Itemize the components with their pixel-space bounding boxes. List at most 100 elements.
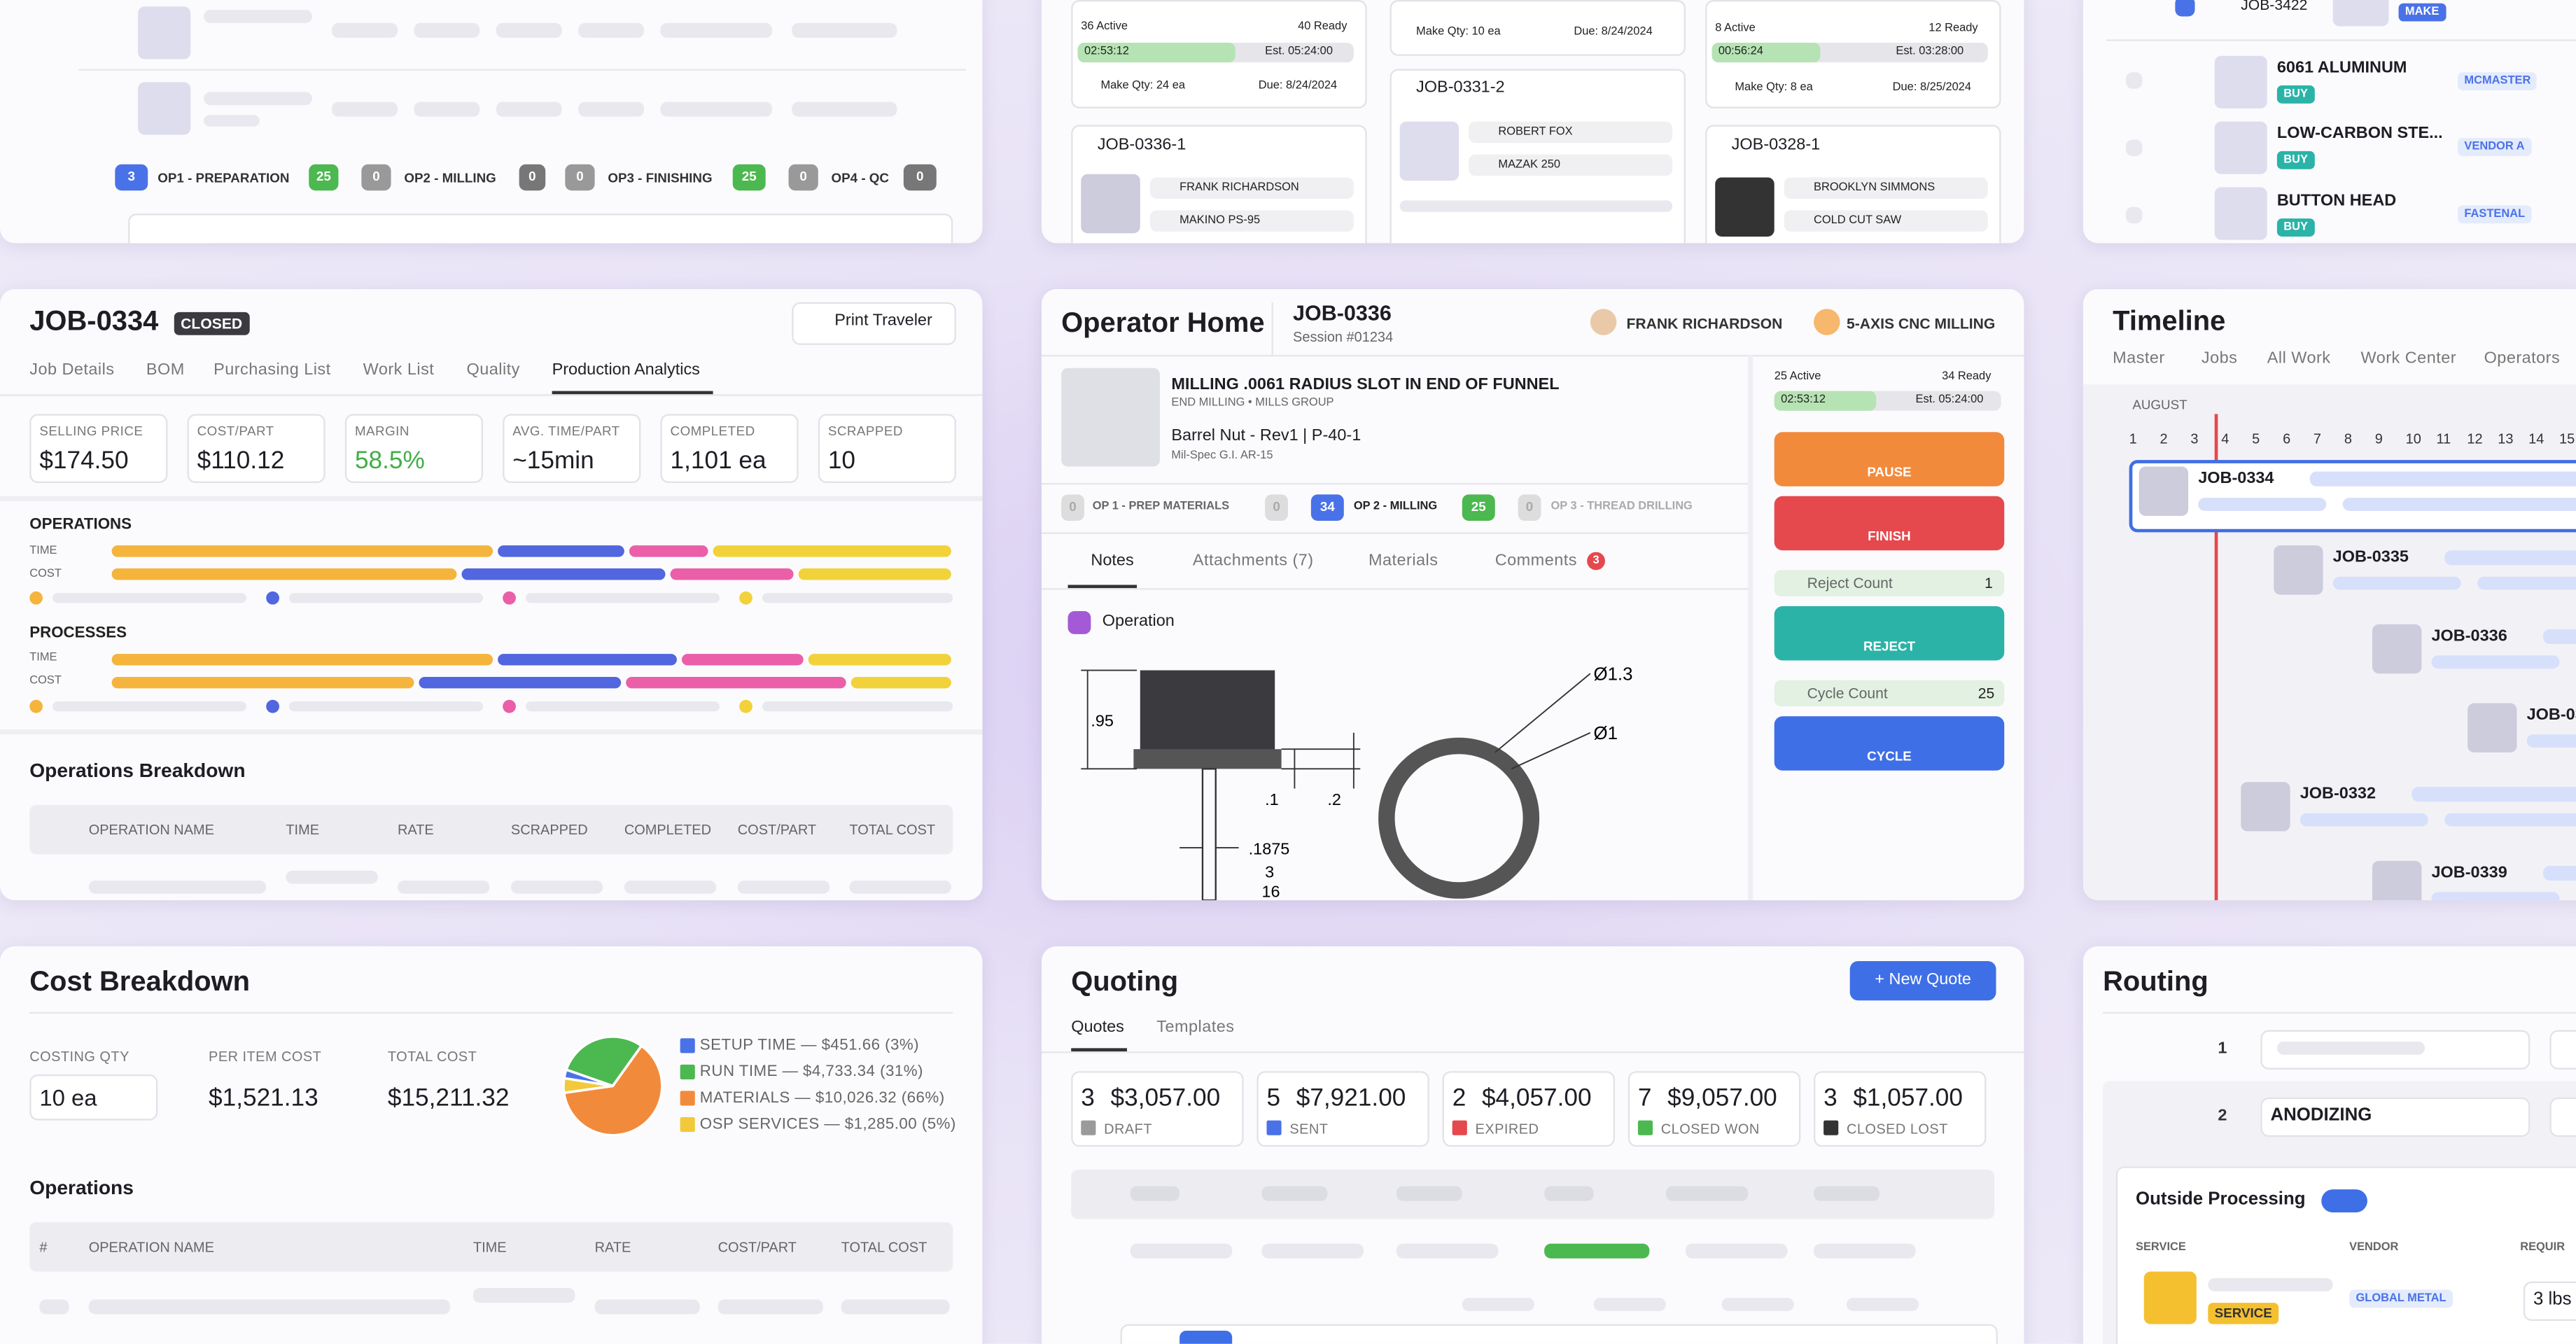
circle (1378, 737, 1540, 899)
pie-slice (562, 1077, 613, 1095)
a: SCRAPPED (827, 424, 903, 439)
a: 3 (1823, 1084, 1837, 1112)
ph (1814, 1243, 1916, 1259)
seg (626, 676, 846, 689)
a: Jobs (2201, 349, 2238, 368)
ph (2543, 629, 2576, 645)
a: EXPIRED (1475, 1120, 1539, 1138)
hr (1068, 584, 1138, 589)
ph (496, 22, 562, 38)
a: 02:53:12 (1084, 46, 1129, 58)
a: 1 (2129, 430, 2137, 447)
ph (1149, 177, 1354, 199)
box (503, 414, 641, 484)
a: PER ITEM COST (209, 1048, 322, 1065)
a: Make Qty: 10 ea (1416, 26, 1501, 38)
a: 5 (2252, 430, 2260, 447)
a: BOM (146, 361, 185, 380)
ph (2125, 72, 2143, 89)
ph (1846, 1298, 1919, 1311)
ph (1774, 391, 1877, 411)
pill: 0 (788, 164, 818, 191)
a: JOB-0336 (2431, 627, 2507, 646)
cycle-button[interactable]: CYCLE (1774, 716, 2005, 771)
a: Purchasing List (214, 361, 331, 380)
ph (1261, 1186, 1328, 1201)
ph (52, 701, 247, 712)
ph (2138, 466, 2189, 516)
ph (1721, 1298, 1794, 1311)
ph (2444, 550, 2576, 566)
a: 25 (1977, 685, 1995, 702)
ph (1130, 1243, 1233, 1259)
ph (2208, 1278, 2333, 1292)
new-quote-button[interactable]: + New Quote (1849, 960, 1996, 1001)
a: SETUP TIME — $451.66 (3%) (699, 1036, 920, 1055)
a: BROOKLYN SIMMONS (1814, 182, 1935, 194)
a: 3 (1081, 1084, 1095, 1112)
a: JOB-0336 (1293, 300, 1392, 326)
box (1120, 1324, 1998, 1344)
ph (1396, 1186, 1462, 1201)
ph (1544, 1243, 1650, 1259)
ph (762, 701, 953, 712)
a: 25 Active (1774, 371, 1821, 383)
a: COSTING QTY (29, 1048, 130, 1065)
a: OP1 - PREPARATION (158, 171, 290, 186)
finish-button[interactable]: FINISH (1774, 496, 2005, 551)
a: 10 (2405, 430, 2421, 447)
a: Barrel Nut - Rev1 | P-40-1 (1171, 427, 1362, 446)
a: 2 (2160, 430, 2168, 447)
seg (1266, 1120, 1282, 1135)
a: JOB-0332 (2300, 785, 2376, 804)
hr (1041, 588, 1749, 590)
ph (2143, 1271, 2197, 1324)
hr (2106, 39, 2576, 41)
a: LOW-CARBON STE... (2276, 125, 2443, 144)
ph (1712, 43, 1821, 63)
a: 13 (2498, 430, 2514, 447)
box (2549, 1097, 2576, 1138)
a: 1,101 ea (670, 447, 766, 475)
pill: 0 (565, 164, 595, 191)
a: FRANK RICHARDSON (1626, 315, 1783, 332)
a: 6061 ALUMINUM (2276, 59, 2407, 78)
ph (841, 1299, 950, 1315)
ph (1180, 1331, 1233, 1344)
pause-button[interactable]: PAUSE (1774, 432, 2005, 486)
a: COST/PART (197, 424, 274, 439)
a: COMPLETED (624, 821, 712, 838)
a: JOB-3422 (2241, 0, 2308, 13)
a: OP4 - QC (831, 171, 889, 186)
ph (2444, 813, 2576, 827)
ph (792, 102, 897, 117)
seg (739, 591, 752, 605)
ph (1814, 1186, 1879, 1201)
cost-panel: Cost Breakdown COSTING QTY 10 ea PER ITE… (0, 946, 983, 1344)
a: 10 ea (39, 1084, 97, 1111)
ph (138, 82, 191, 135)
ph (1068, 611, 1091, 634)
seg (461, 568, 666, 580)
ph (660, 22, 773, 38)
reject-button[interactable]: REJECT (1774, 606, 2005, 661)
ph (2125, 139, 2143, 156)
print-button[interactable] (792, 302, 956, 345)
a: MAZAK 250 (1498, 159, 1561, 172)
pill: 25 (309, 164, 339, 191)
a: 10 (827, 447, 856, 475)
hr (1748, 354, 1754, 901)
hr (1071, 1048, 1128, 1052)
hr (1041, 532, 1749, 534)
box (1390, 0, 1686, 56)
ph (2175, 0, 2195, 17)
ph (1261, 1243, 1364, 1259)
seg (503, 591, 516, 605)
ph (88, 880, 267, 894)
seg (266, 699, 279, 713)
ph (2372, 860, 2422, 901)
a: 7 (1637, 1084, 1652, 1112)
a: CLOSED LOST (1846, 1120, 1948, 1138)
box (29, 414, 168, 484)
a: COST/PART (718, 1238, 797, 1256)
